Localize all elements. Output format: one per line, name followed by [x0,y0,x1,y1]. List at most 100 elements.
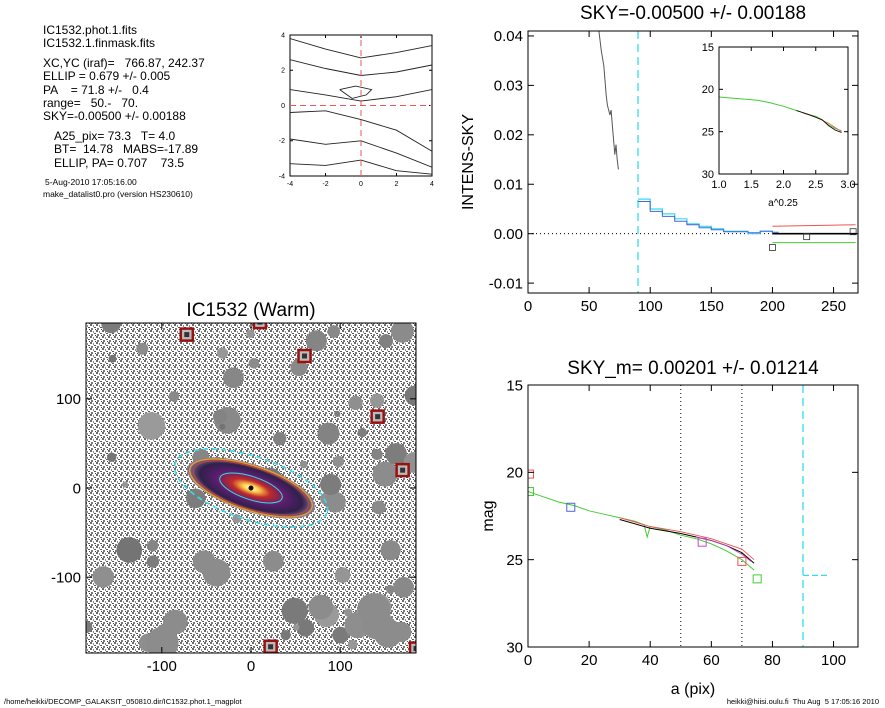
masked-star-core [400,467,406,473]
masked-star-box [408,641,416,653]
info-range: range= 50.- 70. [43,96,139,111]
mag-ytick-label: 20 [506,465,523,482]
contour-ytick-label: 2 [281,68,285,75]
info-xcyc: XC,YC (iraf)= 766.87, 242.37 [43,55,205,70]
masked-star-core [257,323,263,325]
image-mask-blob [393,577,414,598]
image-mask-blob [290,359,308,377]
contour-ytick-label: 4 [281,32,285,39]
image-mask-blob [212,409,227,424]
mag-profile-black [619,519,755,564]
image-mask-blob [386,585,395,594]
sky-ytick-label: 0.03 [494,78,523,95]
info-bt: BT= 14.78 MABS=-17.89 [54,142,199,157]
image-mask-blob [327,325,341,338]
image-mask-blob [146,626,179,653]
inset-xlabel: a^0.25 [768,198,798,209]
image-mask-blob [308,594,334,620]
galaxy-a25-ellipse [189,458,313,518]
image-mask-blob [147,540,159,552]
image-mask-blob [299,460,308,469]
sky-steps-cyan [638,198,779,235]
image-mask-blob [332,455,345,468]
sky-steps-blue [638,201,779,234]
inset-ytick-label: 20 [702,84,714,96]
mag-profile-red [619,517,755,561]
info-filename2: IC1532.1.finmask.fits [43,36,156,51]
image-mask-blob [116,537,142,563]
galaxy-inner-ellipse [219,472,283,504]
masked-star-core [268,644,274,650]
contour-xtick-label: 0 [359,181,363,188]
contour-ytick-label: -2 [279,138,285,145]
sky-xtick-label: 150 [699,298,724,315]
image-mask-blob [371,500,386,515]
image-mask-blob [334,567,351,583]
sky-ytick-label: 0.02 [494,127,523,144]
inset-xtick-label: 2.5 [808,179,823,191]
image-mask-blob [248,358,260,369]
info-filename1: IC1532.phot.1.fits [43,23,138,37]
mag-ytick-label: 25 [506,552,523,569]
sky-xtick-label: 0 [524,298,532,315]
image-mask-blob [334,410,341,417]
image-mask-blob [391,323,414,343]
image-mask-blob [379,334,393,349]
sky-xtick-label: 200 [760,298,785,315]
image-mask-blob [324,491,346,513]
galaxy-range-ellipse [193,460,309,516]
mag-xtick-label: 40 [642,652,659,669]
image-mask-blob [373,618,403,648]
image-ytick-label: 0 [73,480,81,497]
info-ellip-pa: ELLIP, PA= 0.707 73.5 [54,155,184,170]
mag-ytick-label: 15 [506,377,523,394]
image-mask-blob [216,347,228,359]
info-a25: A25_pix= 73.3 T= 4.0 [54,128,176,143]
mag-marker [697,537,707,547]
image-mask-blob [202,558,231,587]
image-ytick-label: 100 [56,391,81,408]
info-panel: IC1532.phot.1.fits IC1532.1.finmask.fits… [43,23,205,200]
masked-star-core [184,332,190,338]
image-mask-blob [246,329,255,338]
mag-xtick-label: 80 [764,652,781,669]
inset-xtick-label: 2.0 [776,179,791,191]
image-mask-blob [385,443,407,465]
info-sky: SKY=-0.00500 +/- 0.00188 [43,109,186,124]
image-mask-blob [122,481,129,488]
sky-square-marker [803,233,811,241]
info-program: make_datalist0.pro (version HS230610) [43,189,193,200]
image-mask-blob [293,624,300,631]
mag-marker [737,556,747,566]
inset-background [718,46,849,175]
image-mask-blob [372,461,398,487]
inset-ytick-label: 15 [702,42,714,54]
mag-xtick-label: 0 [524,652,532,669]
mag-plot: 0 20 40 60 80 100 15 20 25 30 [506,377,859,669]
image-mask-blob [137,412,166,440]
image-content [86,323,416,653]
masked-star-core [302,353,308,359]
image-mask-blob [332,626,349,644]
contour-line [290,38,432,59]
mag-marker [752,574,762,584]
image-xtick-label: -100 [147,658,177,675]
inset-data [719,96,842,133]
mag-profile-green [528,491,755,571]
inset-ytick-label: 25 [702,127,714,139]
contour-xtick-label: 4 [430,181,434,188]
inset-curve-black [796,110,842,133]
image-mask-blob [404,385,416,406]
image-mask-blob [305,330,327,352]
mag-marker [528,469,535,479]
mag-marker [528,487,535,497]
image-xtick-label: 0 [247,658,255,675]
mag-ylabel: mag [480,500,497,531]
image-mask-blob [348,395,363,410]
contour-plot: -4 -2 0 2 4 -4 -2 0 2 4 [279,32,434,188]
contour-center-loop [339,85,373,99]
sky-data [528,31,858,293]
mag-xtick-label: 100 [821,652,846,669]
sky-title: SKY=-0.00500 +/- 0.00188 [580,3,806,24]
image-mask-blob [357,593,391,627]
